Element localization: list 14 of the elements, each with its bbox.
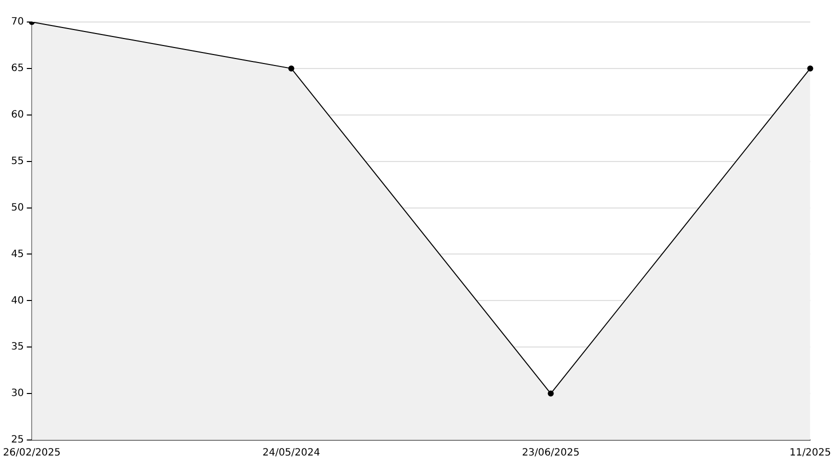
- x-tick-label: 24/05/2024: [262, 448, 320, 459]
- x-tick-label: 11/2025: [789, 448, 831, 459]
- y-tick-label: 70: [11, 16, 24, 28]
- y-tick-label: 30: [11, 388, 24, 400]
- y-tick-label: 50: [11, 202, 24, 214]
- y-tick-label: 45: [11, 248, 24, 260]
- y-tick-label: 55: [11, 156, 24, 167]
- y-tick-label: 25: [11, 434, 24, 446]
- x-tick-label: 26/02/2025: [3, 448, 61, 459]
- y-tick-label: 35: [11, 342, 24, 353]
- x-tick-label: 23/06/2025: [522, 448, 580, 459]
- y-tick-label: 40: [11, 295, 24, 306]
- y-tick-label: 60: [11, 109, 24, 120]
- y-tick-label: 65: [11, 63, 24, 74]
